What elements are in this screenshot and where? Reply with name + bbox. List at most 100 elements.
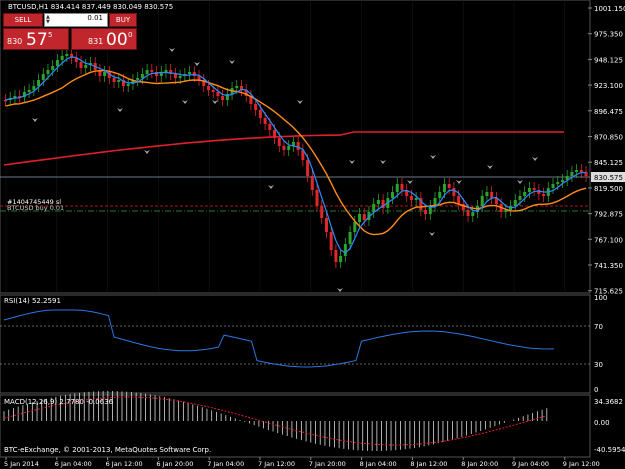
time-label: 6 Jan 04:00 bbox=[55, 460, 92, 468]
candle-body bbox=[291, 142, 295, 146]
time-label: 8 Jan 04:00 bbox=[360, 460, 397, 468]
buy-quote-prefix: 831 bbox=[88, 37, 104, 46]
candle-body bbox=[329, 232, 333, 250]
candle-body bbox=[173, 74, 177, 78]
fractal-icon bbox=[429, 232, 435, 236]
fractal-icon bbox=[229, 60, 235, 64]
candle-body bbox=[249, 96, 253, 104]
macd-axis-zero: 0.00 bbox=[594, 419, 610, 427]
candle-body bbox=[282, 146, 286, 150]
candle-body bbox=[126, 84, 130, 86]
time-label: 9 Jan 12:00 bbox=[563, 460, 600, 468]
candle-body bbox=[424, 210, 428, 214]
fractal-icon bbox=[456, 180, 462, 184]
candle-body bbox=[579, 170, 583, 172]
fractal-icon bbox=[268, 185, 274, 189]
candle-body bbox=[457, 196, 461, 204]
time-label: 8 Jan 20:00 bbox=[461, 460, 498, 468]
candle-body bbox=[70, 54, 74, 58]
rsi-axis-0: 0 bbox=[594, 386, 598, 394]
rsi-axis-70: 70 bbox=[594, 323, 603, 331]
candle-body bbox=[65, 54, 69, 56]
candle-body bbox=[107, 72, 111, 78]
candle-body bbox=[513, 200, 517, 206]
fractal-icon bbox=[349, 160, 355, 164]
candle-body bbox=[376, 200, 380, 204]
candle-body bbox=[461, 204, 465, 210]
candle-body bbox=[565, 176, 569, 180]
price-label: 741.350 bbox=[594, 262, 623, 270]
candle-body bbox=[240, 86, 243, 90]
fractal-icon bbox=[487, 165, 493, 169]
candle-body bbox=[584, 172, 588, 176]
candle-body bbox=[221, 96, 225, 100]
grid-lines bbox=[5, 0, 566, 293]
candle-body bbox=[206, 86, 210, 90]
rsi-panel[interactable] bbox=[0, 294, 591, 394]
candle-body bbox=[46, 70, 50, 74]
candle-body bbox=[4, 100, 7, 102]
sell-quote-pip: 5 bbox=[48, 31, 53, 39]
candle-body bbox=[197, 76, 201, 80]
price-label: 819.500 bbox=[594, 185, 623, 193]
candle-body bbox=[362, 214, 366, 220]
candle-body bbox=[324, 218, 328, 232]
candle-body bbox=[480, 196, 484, 206]
buy-quote-pip: 0 bbox=[128, 31, 133, 39]
candle-body bbox=[367, 212, 371, 220]
candle-body bbox=[405, 190, 409, 196]
candle-body bbox=[518, 196, 522, 200]
candle-body bbox=[74, 58, 78, 62]
candle-body bbox=[301, 150, 305, 160]
candle-body bbox=[155, 72, 159, 76]
macd-label: MACD(12,26,9) 2.7780 -0.0636 bbox=[4, 398, 114, 406]
fractal-icon bbox=[517, 180, 523, 184]
candle-body bbox=[18, 96, 22, 98]
buy-quote-button[interactable]: 831 00 0 bbox=[71, 28, 137, 50]
lot-spinner-icon[interactable]: ▲ ▼ bbox=[46, 14, 50, 25]
candle-body bbox=[103, 72, 107, 76]
time-axis: 5 Jan 2014 6 Jan 04:00 6 Jan 12:00 6 Jan 20… bbox=[4, 457, 600, 468]
candle-body bbox=[188, 72, 192, 74]
one-click-trading-panel: SELL 0.01 ▲ ▼ BUY 830 57 5 831 00 0 bbox=[3, 13, 137, 51]
rsi-axis-30: 30 bbox=[594, 361, 603, 369]
fractal-icon bbox=[407, 180, 413, 184]
candle-body bbox=[556, 182, 560, 184]
candle-body bbox=[296, 142, 300, 150]
candle-body bbox=[490, 192, 494, 198]
time-label: 7 Jan 20:00 bbox=[309, 460, 346, 468]
buy-button[interactable]: BUY bbox=[109, 13, 137, 27]
candle-body bbox=[442, 184, 446, 192]
sell-button[interactable]: SELL bbox=[3, 13, 43, 27]
candle-body bbox=[414, 198, 418, 200]
macd-signal-line bbox=[3, 396, 547, 446]
sell-quote-button[interactable]: 830 57 5 bbox=[3, 28, 69, 50]
candle-body bbox=[575, 170, 579, 172]
fractal-icon bbox=[212, 100, 218, 104]
price-label: 975.350 bbox=[594, 31, 623, 39]
candle-body bbox=[263, 118, 267, 124]
macd-histogram bbox=[3, 391, 548, 451]
price-label: 870.850 bbox=[594, 134, 623, 142]
current-price-tag bbox=[591, 172, 625, 182]
lot-size-input[interactable]: 0.01 bbox=[44, 13, 108, 27]
candle-body bbox=[452, 188, 456, 196]
ma-fast-line bbox=[5, 56, 587, 254]
candle-body bbox=[419, 198, 423, 210]
macd-axis-bottom: -40.5954 bbox=[594, 446, 625, 454]
candle-body bbox=[381, 200, 385, 208]
candle-body bbox=[537, 190, 541, 194]
candle-body bbox=[343, 244, 347, 256]
candle-body bbox=[287, 146, 291, 150]
candle-body bbox=[244, 90, 248, 96]
chart-title: BTCUSD,H1 834.414 837.449 830.049 830.57… bbox=[8, 3, 173, 11]
price-label: 1001.150 bbox=[594, 5, 625, 13]
time-label: 7 Jan 12:00 bbox=[258, 460, 295, 468]
candle-body bbox=[348, 232, 352, 244]
candle-body bbox=[79, 62, 83, 68]
price-label: 792.875 bbox=[594, 211, 623, 219]
candle-body bbox=[22, 92, 26, 97]
fractal-icon bbox=[169, 48, 175, 52]
candle-body bbox=[320, 206, 324, 218]
